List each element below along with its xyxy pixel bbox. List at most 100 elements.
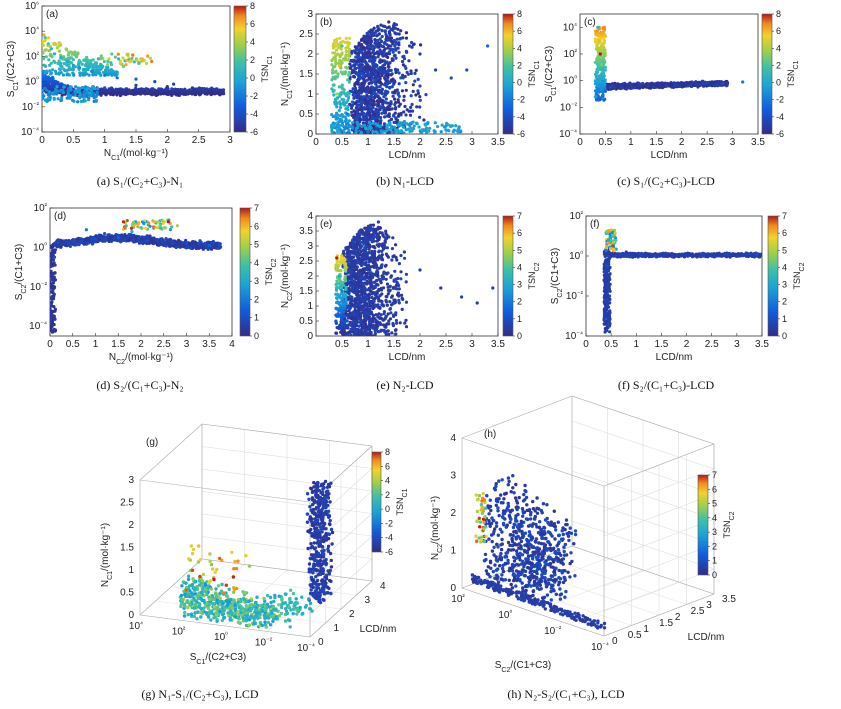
data-point	[369, 86, 373, 90]
y-tick-label: 10⁻⁴	[21, 127, 39, 139]
data-point	[60, 65, 64, 69]
data-point	[55, 85, 59, 89]
y-tick-label: 10⁻²	[22, 101, 40, 113]
data-point	[415, 105, 419, 109]
data-point	[340, 120, 344, 124]
data-point	[364, 73, 369, 77]
data-point	[88, 93, 93, 97]
data-point	[387, 20, 391, 24]
data-point	[356, 52, 360, 56]
data-point	[386, 55, 390, 60]
data-point	[372, 26, 376, 30]
data-point	[362, 75, 366, 79]
data-point	[65, 63, 69, 67]
colorbar-tick-label: 2	[776, 60, 781, 70]
data-point	[374, 43, 378, 48]
data-point	[65, 96, 69, 100]
data-point	[338, 36, 342, 40]
data-point	[388, 37, 392, 41]
colorbar-tick-label: -6	[776, 129, 784, 139]
data-point	[340, 44, 344, 48]
data-point	[399, 76, 403, 80]
data-point	[379, 124, 383, 128]
data-point	[401, 125, 406, 129]
colorbar-tick-label: 0	[517, 78, 522, 88]
data-point	[380, 28, 384, 33]
data-point	[83, 73, 87, 77]
data-point	[597, 88, 601, 92]
x-tick-label: 0.5	[598, 137, 612, 148]
data-point	[161, 88, 166, 92]
data-point	[670, 84, 674, 88]
data-point	[623, 85, 627, 89]
data-point	[46, 42, 50, 46]
data-point	[374, 122, 378, 126]
data-point	[194, 243, 198, 247]
data-point	[157, 91, 161, 95]
data-point	[52, 97, 56, 101]
data-point	[376, 73, 380, 77]
data-point	[94, 234, 98, 238]
data-point	[347, 128, 351, 132]
data-point	[59, 245, 63, 249]
data-point	[408, 44, 412, 48]
data-point	[50, 83, 55, 87]
data-point	[102, 60, 106, 64]
data-point	[381, 24, 386, 28]
data-point	[155, 243, 159, 247]
data-point	[392, 120, 396, 124]
data-point	[619, 84, 623, 88]
data-point	[593, 60, 597, 64]
data-point	[353, 45, 357, 49]
data-point	[595, 29, 599, 33]
data-point	[66, 92, 70, 96]
data-point	[115, 76, 119, 80]
colorbar-tick-label: 4	[250, 37, 255, 47]
data-point	[653, 82, 657, 86]
data-point	[332, 56, 336, 60]
data-point	[371, 121, 375, 125]
x-axis-label: LCD/nm	[651, 150, 688, 161]
data-point	[362, 58, 367, 63]
data-point	[380, 59, 384, 63]
data-point	[418, 52, 422, 56]
data-point	[386, 68, 391, 72]
data-point	[405, 50, 409, 54]
data-point	[388, 86, 392, 90]
data-point	[346, 78, 350, 82]
data-point	[383, 47, 387, 51]
data-point	[382, 95, 386, 99]
data-point	[351, 58, 356, 63]
data-point	[172, 91, 176, 95]
data-point	[418, 95, 422, 99]
colorbar-tick-label: 4	[517, 43, 522, 53]
data-point	[396, 98, 400, 102]
data-point	[332, 93, 336, 97]
data-point	[120, 92, 124, 96]
data-point	[153, 92, 157, 96]
panel-label: (b)	[320, 17, 332, 28]
data-point	[171, 88, 176, 92]
colorbar-label: TSNC1	[260, 55, 274, 82]
data-point	[404, 31, 408, 35]
data-point	[334, 69, 338, 73]
data-point	[52, 52, 57, 56]
data-point	[391, 47, 395, 52]
data-point	[71, 63, 75, 67]
data-point	[118, 61, 122, 65]
data-point	[85, 91, 89, 95]
data-point	[71, 92, 75, 96]
data-point	[389, 117, 394, 121]
data-point	[350, 100, 354, 104]
data-point	[648, 86, 653, 90]
data-point	[416, 77, 420, 81]
data-point	[355, 110, 359, 114]
data-point	[399, 29, 403, 33]
data-point	[44, 98, 48, 102]
data-point	[411, 120, 415, 124]
data-point	[75, 51, 79, 55]
colorbar-tick-label: 6	[776, 26, 781, 36]
data-point	[199, 244, 203, 248]
data-point	[351, 70, 355, 75]
data-point	[171, 244, 175, 248]
